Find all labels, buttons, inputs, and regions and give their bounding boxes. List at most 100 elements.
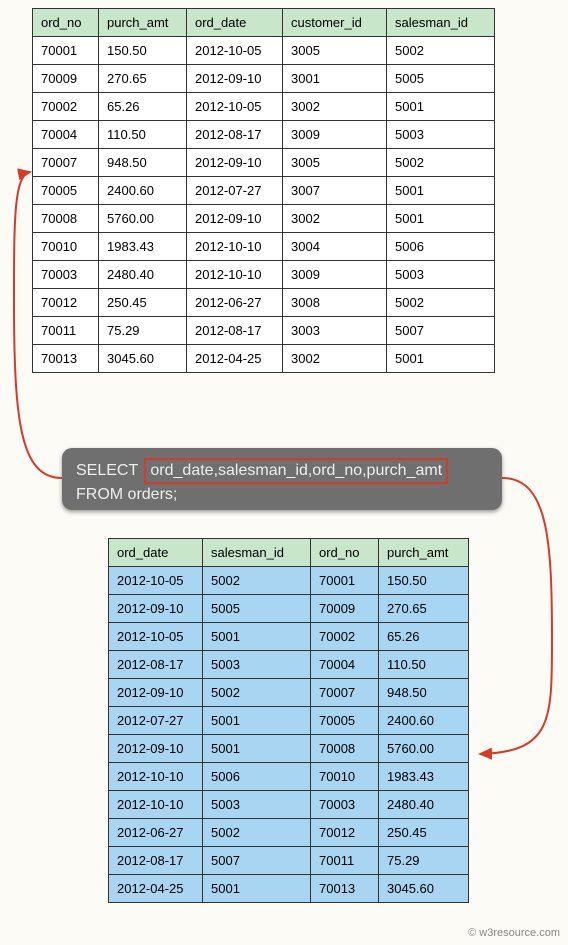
table-cell: 2012-10-05 — [109, 567, 203, 595]
table-cell: 3009 — [283, 121, 387, 149]
source-orders-table: ord_no purch_amt ord_date customer_id sa… — [32, 8, 495, 373]
table-cell: 5007 — [387, 317, 495, 345]
table-cell: 5001 — [203, 735, 311, 763]
table-cell: 2012-09-10 — [109, 679, 203, 707]
table-cell: 5001 — [203, 707, 311, 735]
table-cell: 5001 — [203, 623, 311, 651]
table-cell: 2012-08-17 — [109, 847, 203, 875]
table-cell: 150.50 — [379, 567, 469, 595]
table-cell: 270.65 — [379, 595, 469, 623]
table-row: 700052400.602012-07-2730075001 — [33, 177, 495, 205]
table-cell: 2012-10-05 — [187, 93, 283, 121]
table-cell: 70011 — [311, 847, 379, 875]
sql-select-keyword: SELECT — [76, 462, 138, 479]
table-cell: 3007 — [283, 177, 387, 205]
table-cell: 5003 — [387, 261, 495, 289]
table-row: 700032480.402012-10-1030095003 — [33, 261, 495, 289]
table-cell: 3001 — [283, 65, 387, 93]
table-cell: 5003 — [387, 121, 495, 149]
table-row: 70009270.652012-09-1030015005 — [33, 65, 495, 93]
table-cell: 2012-08-17 — [187, 317, 283, 345]
table-cell: 3009 — [283, 261, 387, 289]
table-cell: 3045.60 — [379, 875, 469, 903]
table-cell: 5001 — [387, 345, 495, 373]
table-header-row: ord_no purch_amt ord_date customer_id sa… — [33, 9, 495, 37]
table-cell: 5006 — [387, 233, 495, 261]
table-cell: 2012-06-27 — [109, 819, 203, 847]
watermark-text: © w3resource.com — [468, 927, 560, 939]
table-cell: 5001 — [387, 177, 495, 205]
table-row: 2012-08-1750077001175.29 — [109, 847, 469, 875]
table-cell: 5003 — [203, 791, 311, 819]
table-cell: 70004 — [311, 651, 379, 679]
table-cell: 5001 — [387, 93, 495, 121]
col-header: ord_no — [33, 9, 99, 37]
table-cell: 3008 — [283, 289, 387, 317]
table-cell: 70012 — [311, 819, 379, 847]
table-cell: 70012 — [33, 289, 99, 317]
table-cell: 70004 — [33, 121, 99, 149]
table-cell: 2012-08-17 — [109, 651, 203, 679]
diagram-canvas: ord_no purch_amt ord_date customer_id sa… — [0, 0, 568, 945]
table-cell: 270.65 — [99, 65, 187, 93]
table-cell: 3002 — [283, 345, 387, 373]
sql-selected-columns: ord_date,salesman_id,ord_no,purch_amt — [144, 458, 448, 484]
table-cell: 2012-04-25 — [187, 345, 283, 373]
table-row: 2012-06-27500270012250.45 — [109, 819, 469, 847]
table-cell: 70007 — [311, 679, 379, 707]
table-cell: 5003 — [203, 651, 311, 679]
table-cell: 70008 — [33, 205, 99, 233]
table-row: 70004110.502012-08-1730095003 — [33, 121, 495, 149]
table-cell: 2480.40 — [99, 261, 187, 289]
table-cell: 70011 — [33, 317, 99, 345]
table-row: 7000265.262012-10-0530025001 — [33, 93, 495, 121]
table-cell: 2480.40 — [379, 791, 469, 819]
table-cell: 3002 — [283, 93, 387, 121]
table-row: 2012-10-0550017000265.26 — [109, 623, 469, 651]
table-row: 2012-10-05500270001150.50 — [109, 567, 469, 595]
table-cell: 2012-09-10 — [187, 65, 283, 93]
table-cell: 2012-10-05 — [109, 623, 203, 651]
table-cell: 70007 — [33, 149, 99, 177]
table-cell: 2012-07-27 — [187, 177, 283, 205]
table-cell: 5001 — [387, 205, 495, 233]
table-cell: 2400.60 — [99, 177, 187, 205]
table-cell: 70009 — [311, 595, 379, 623]
table-row: 7001175.292012-08-1730035007 — [33, 317, 495, 345]
result-table: ord_date salesman_id ord_no purch_amt 20… — [108, 538, 469, 903]
table-cell: 5006 — [203, 763, 311, 791]
arrow-to-result — [480, 478, 552, 754]
table-cell: 2400.60 — [379, 707, 469, 735]
table-cell: 70013 — [33, 345, 99, 373]
table-cell: 70010 — [33, 233, 99, 261]
table-cell: 250.45 — [379, 819, 469, 847]
col-header: customer_id — [283, 9, 387, 37]
table-row: 2012-07-275001700052400.60 — [109, 707, 469, 735]
table-cell: 3004 — [283, 233, 387, 261]
table-cell: 70008 — [311, 735, 379, 763]
table-cell: 70001 — [311, 567, 379, 595]
table-cell: 5760.00 — [99, 205, 187, 233]
table-header-row: ord_date salesman_id ord_no purch_amt — [109, 539, 469, 567]
table-cell: 70005 — [33, 177, 99, 205]
table-row: 70012250.452012-06-2730085002 — [33, 289, 495, 317]
table-cell: 5002 — [203, 819, 311, 847]
table-cell: 150.50 — [99, 37, 187, 65]
table-cell: 3005 — [283, 37, 387, 65]
table-cell: 948.50 — [379, 679, 469, 707]
table-cell: 2012-10-10 — [187, 261, 283, 289]
col-header: purch_amt — [379, 539, 469, 567]
table-cell: 2012-10-10 — [109, 763, 203, 791]
table-cell: 70010 — [311, 763, 379, 791]
table-row: 700085760.002012-09-1030025001 — [33, 205, 495, 233]
sql-line-2: FROM orders; — [76, 484, 488, 506]
table-row: 2012-09-10500570009270.65 — [109, 595, 469, 623]
table-row: 2012-09-105001700085760.00 — [109, 735, 469, 763]
table-cell: 2012-09-10 — [109, 735, 203, 763]
table-cell: 3003 — [283, 317, 387, 345]
table-cell: 70003 — [33, 261, 99, 289]
table-cell: 2012-09-10 — [109, 595, 203, 623]
table-cell: 1983.43 — [379, 763, 469, 791]
table-cell: 5760.00 — [379, 735, 469, 763]
table-cell: 2012-10-05 — [187, 37, 283, 65]
